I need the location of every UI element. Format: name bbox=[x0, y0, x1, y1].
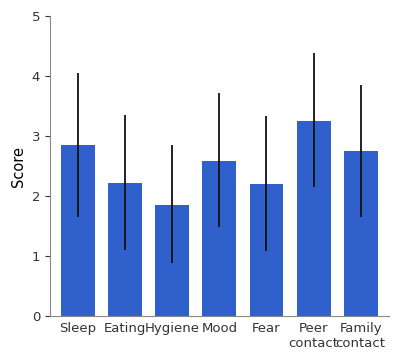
Bar bbox=[344, 151, 378, 316]
Bar bbox=[61, 145, 95, 316]
Bar bbox=[297, 121, 330, 316]
Y-axis label: Score: Score bbox=[11, 146, 26, 187]
Bar bbox=[250, 184, 284, 316]
Bar bbox=[155, 205, 189, 316]
Bar bbox=[202, 161, 236, 316]
Bar bbox=[108, 183, 142, 316]
